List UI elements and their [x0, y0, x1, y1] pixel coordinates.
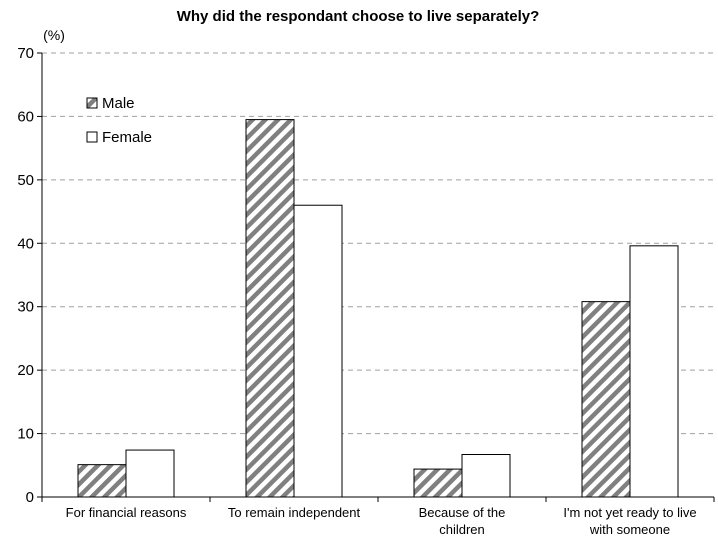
x-category-label: For financial reasons: [66, 505, 187, 520]
legend-label-male: Male: [102, 95, 135, 112]
bar-female: [629, 245, 679, 498]
legend-swatch-male: [86, 97, 98, 109]
x-category-label: I'm not yet ready to live with someone: [563, 505, 696, 537]
y-tick-label: 10: [17, 426, 34, 443]
legend: Male Female: [86, 95, 152, 146]
y-tick-label: 20: [17, 362, 34, 379]
bar-male: [77, 464, 127, 498]
bar-female: [461, 454, 511, 498]
legend-label-female: Female: [102, 129, 152, 146]
x-category-label: Because of the children: [419, 505, 506, 537]
x-category-label: To remain independent: [228, 505, 361, 520]
y-axis-unit-label: (%): [43, 27, 65, 43]
y-tick-label: 70: [17, 45, 34, 62]
bar-male: [581, 301, 631, 498]
bar-female: [125, 449, 175, 498]
bar-male: [245, 119, 295, 498]
y-tick-label: 30: [17, 299, 34, 316]
chart-title: Why did the respondant choose to live se…: [177, 8, 540, 25]
bar-male: [413, 468, 463, 498]
legend-swatch-female: [86, 131, 98, 143]
y-tick-label: 40: [17, 235, 34, 252]
y-tick-label: 50: [17, 172, 34, 189]
y-tick-label: 0: [26, 489, 34, 506]
y-tick-label: 60: [17, 108, 34, 125]
bar-female: [293, 204, 343, 498]
